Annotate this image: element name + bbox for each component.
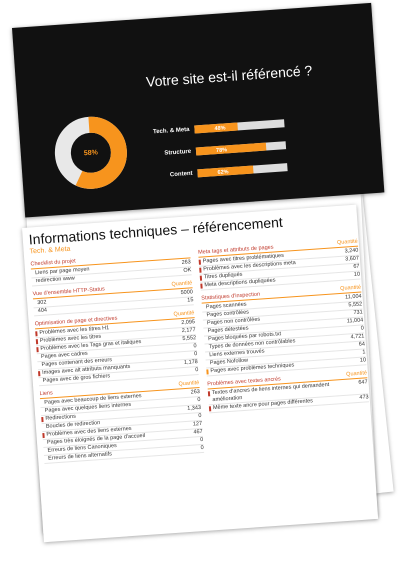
section: Meta tags et attributs de pages Quantité P… (197, 238, 361, 291)
quantity-header: Quantité (346, 370, 368, 378)
bar-label: 48% (214, 125, 226, 132)
cover-page: Votre site est-il référencé ? 58% Tech. &… (12, 2, 385, 218)
row-value: 0 (200, 444, 204, 452)
cover-chart: 58% Tech. & Meta 48% Structure 78% Content 62% (54, 116, 288, 189)
bar-name: Tech. & Meta (153, 127, 191, 136)
row-label: 404 (37, 307, 48, 315)
column: Checklist du projet Liens par page moyen 2… (30, 250, 205, 469)
quantity-header: Quantité (336, 238, 358, 247)
row-marker (198, 259, 201, 265)
column: Meta tags et attributs de pages Quantité P… (197, 238, 369, 419)
bar-label: 78% (216, 147, 228, 154)
section-title: Checklist du projet (30, 258, 76, 268)
row-value: 647 (358, 379, 368, 386)
bar (194, 122, 238, 134)
row-marker (41, 416, 44, 423)
row-value: 10 (359, 357, 367, 364)
row-marker (208, 406, 212, 412)
row-label: 302 (37, 299, 47, 307)
row-value: 0 (195, 367, 199, 374)
row-value: 15 (187, 297, 194, 304)
donut-label: 58% (84, 149, 99, 157)
row-marker (199, 267, 202, 273)
report-page: Informations techniques – référencement … (22, 204, 379, 543)
quantity-header: Quantité (178, 380, 200, 388)
section: Liens Quantité Pages avec beaucoup de lien… (39, 380, 205, 465)
row-marker (207, 391, 211, 397)
bar-name: Content (170, 171, 193, 179)
row-marker (200, 283, 203, 289)
bar-name: Structure (164, 149, 192, 157)
row-marker (199, 275, 203, 281)
bar (195, 142, 267, 156)
section: Statistiques d'inspection Quantité Pages s… (201, 284, 367, 377)
row-marker (35, 331, 38, 337)
row-value: 10 (353, 271, 361, 278)
row-marker (35, 339, 39, 345)
report-subtitle: Tech. & Meta (29, 245, 71, 256)
row-value: 473 (359, 394, 369, 401)
quantity-header: Quantité (171, 280, 193, 288)
row-marker (38, 371, 41, 377)
section: Optimisation de page et directives Quanti… (34, 310, 199, 387)
row-marker (42, 432, 45, 439)
row-marker (36, 347, 39, 353)
quantity-header: Quantité (340, 284, 362, 292)
row-marker (206, 369, 209, 375)
section: Problèmes avec textes ancrés Quantité Text… (207, 370, 369, 414)
donut-arc (54, 116, 127, 189)
row-label: redirection www (35, 275, 75, 285)
bar-label: 62% (217, 169, 229, 176)
quantity-header: Quantité (173, 310, 195, 318)
row-value: OK (183, 267, 192, 274)
bar (197, 165, 254, 178)
section-title: Liens (39, 390, 53, 398)
